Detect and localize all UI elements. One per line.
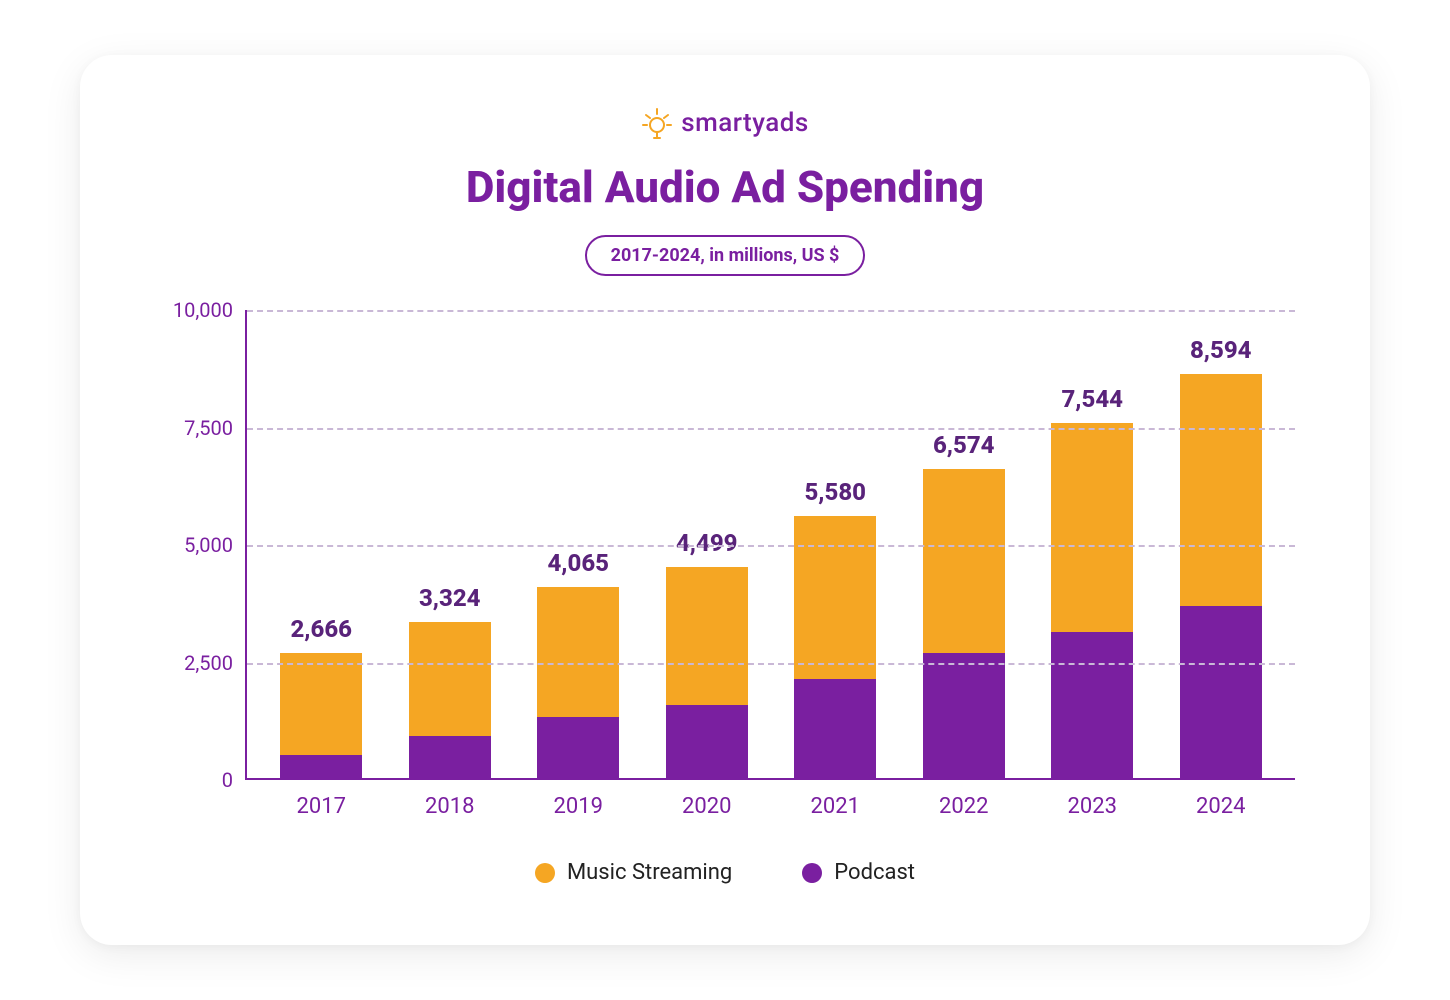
- bar-total-label: 5,580: [804, 478, 866, 506]
- chart-subtitle: 2017-2024, in millions, US $: [585, 235, 866, 276]
- bar-total-label: 7,544: [1061, 385, 1123, 413]
- x-tick-label: 2017: [265, 794, 378, 819]
- bar-segment: [1051, 632, 1133, 778]
- y-tick-label: 7,500: [184, 416, 233, 440]
- chart-title: Digital Audio Ad Spending: [466, 161, 984, 213]
- bar-segment: [666, 567, 748, 706]
- grid-line: [247, 663, 1295, 665]
- bar-total-label: 8,594: [1190, 336, 1252, 364]
- bar-segment: [923, 653, 1005, 778]
- x-tick-label: 2022: [907, 794, 1020, 819]
- chart-card: smartyads Digital Audio Ad Spending 2017…: [80, 55, 1370, 945]
- bar-total-label: 3,324: [419, 584, 481, 612]
- grid-line: [247, 310, 1295, 312]
- legend-label: Music Streaming: [567, 860, 732, 885]
- bar-segment: [280, 653, 362, 755]
- bar-stack: [537, 587, 619, 778]
- plot-area: 2,666 3,324 4,065 4,499 5,580 6,574 7,544 8,594…: [245, 310, 1295, 780]
- brand-name: smartyads: [681, 108, 809, 138]
- legend-swatch-icon: [535, 863, 555, 883]
- x-tick-label: 2021: [779, 794, 892, 819]
- bar-segment: [409, 622, 491, 736]
- grid-line: [247, 545, 1295, 547]
- bar-stack: [1051, 423, 1133, 778]
- bar-total-label: 2,666: [290, 615, 352, 643]
- bar-segment: [1180, 606, 1262, 778]
- bar-group: 4,499: [650, 529, 763, 778]
- bars-container: 2,666 3,324 4,065 4,499 5,580 6,574 7,544 8,594: [247, 310, 1295, 778]
- x-axis-labels: 2017 2018 2019 2020 2021 2022 2023 2024: [247, 794, 1295, 819]
- x-tick-label: 2019: [522, 794, 635, 819]
- x-tick-label: 2020: [650, 794, 763, 819]
- bar-segment: [1180, 374, 1262, 606]
- bar-segment: [1051, 423, 1133, 632]
- chart-area: 02,5005,0007,50010,000 2,6663,3244,0654,…: [155, 310, 1295, 780]
- bar-total-label: 6,574: [933, 431, 995, 459]
- y-tick-label: 0: [222, 768, 233, 792]
- bar-segment: [280, 755, 362, 779]
- legend-swatch-icon: [802, 863, 822, 883]
- bar-segment: [666, 705, 748, 778]
- bar-group: 8,594: [1164, 336, 1277, 778]
- bar-segment: [409, 736, 491, 778]
- bar-segment: [923, 469, 1005, 653]
- bar-stack: [794, 516, 876, 778]
- bar-stack: [666, 567, 748, 778]
- bar-group: 6,574: [907, 431, 1020, 778]
- legend-label: Podcast: [834, 860, 915, 885]
- x-tick-label: 2018: [393, 794, 506, 819]
- bar-stack: [280, 653, 362, 778]
- grid-line: [247, 428, 1295, 430]
- lightbulb-icon: [641, 105, 673, 141]
- brand-logo: smartyads: [641, 105, 809, 141]
- y-tick-label: 2,500: [184, 651, 233, 675]
- bar-segment: [537, 717, 619, 778]
- y-tick-label: 10,000: [173, 298, 233, 322]
- legend-item: Podcast: [802, 860, 915, 885]
- bar-total-label: 4,065: [547, 549, 609, 577]
- bar-group: 7,544: [1036, 385, 1149, 778]
- bar-group: 3,324: [393, 584, 506, 778]
- bar-stack: [1180, 374, 1262, 778]
- chart-legend: Music Streaming Podcast: [535, 860, 915, 885]
- bar-total-label: 4,499: [676, 529, 738, 557]
- bar-group: 2,666: [265, 615, 378, 778]
- legend-item: Music Streaming: [535, 860, 732, 885]
- bar-stack: [923, 469, 1005, 778]
- bar-stack: [409, 622, 491, 778]
- bar-segment: [537, 587, 619, 717]
- y-tick-label: 5,000: [184, 533, 233, 557]
- x-tick-label: 2023: [1036, 794, 1149, 819]
- bar-group: 5,580: [779, 478, 892, 778]
- bar-segment: [794, 679, 876, 778]
- x-tick-label: 2024: [1164, 794, 1277, 819]
- bar-segment: [794, 516, 876, 680]
- y-axis: 02,5005,0007,50010,000: [155, 310, 245, 780]
